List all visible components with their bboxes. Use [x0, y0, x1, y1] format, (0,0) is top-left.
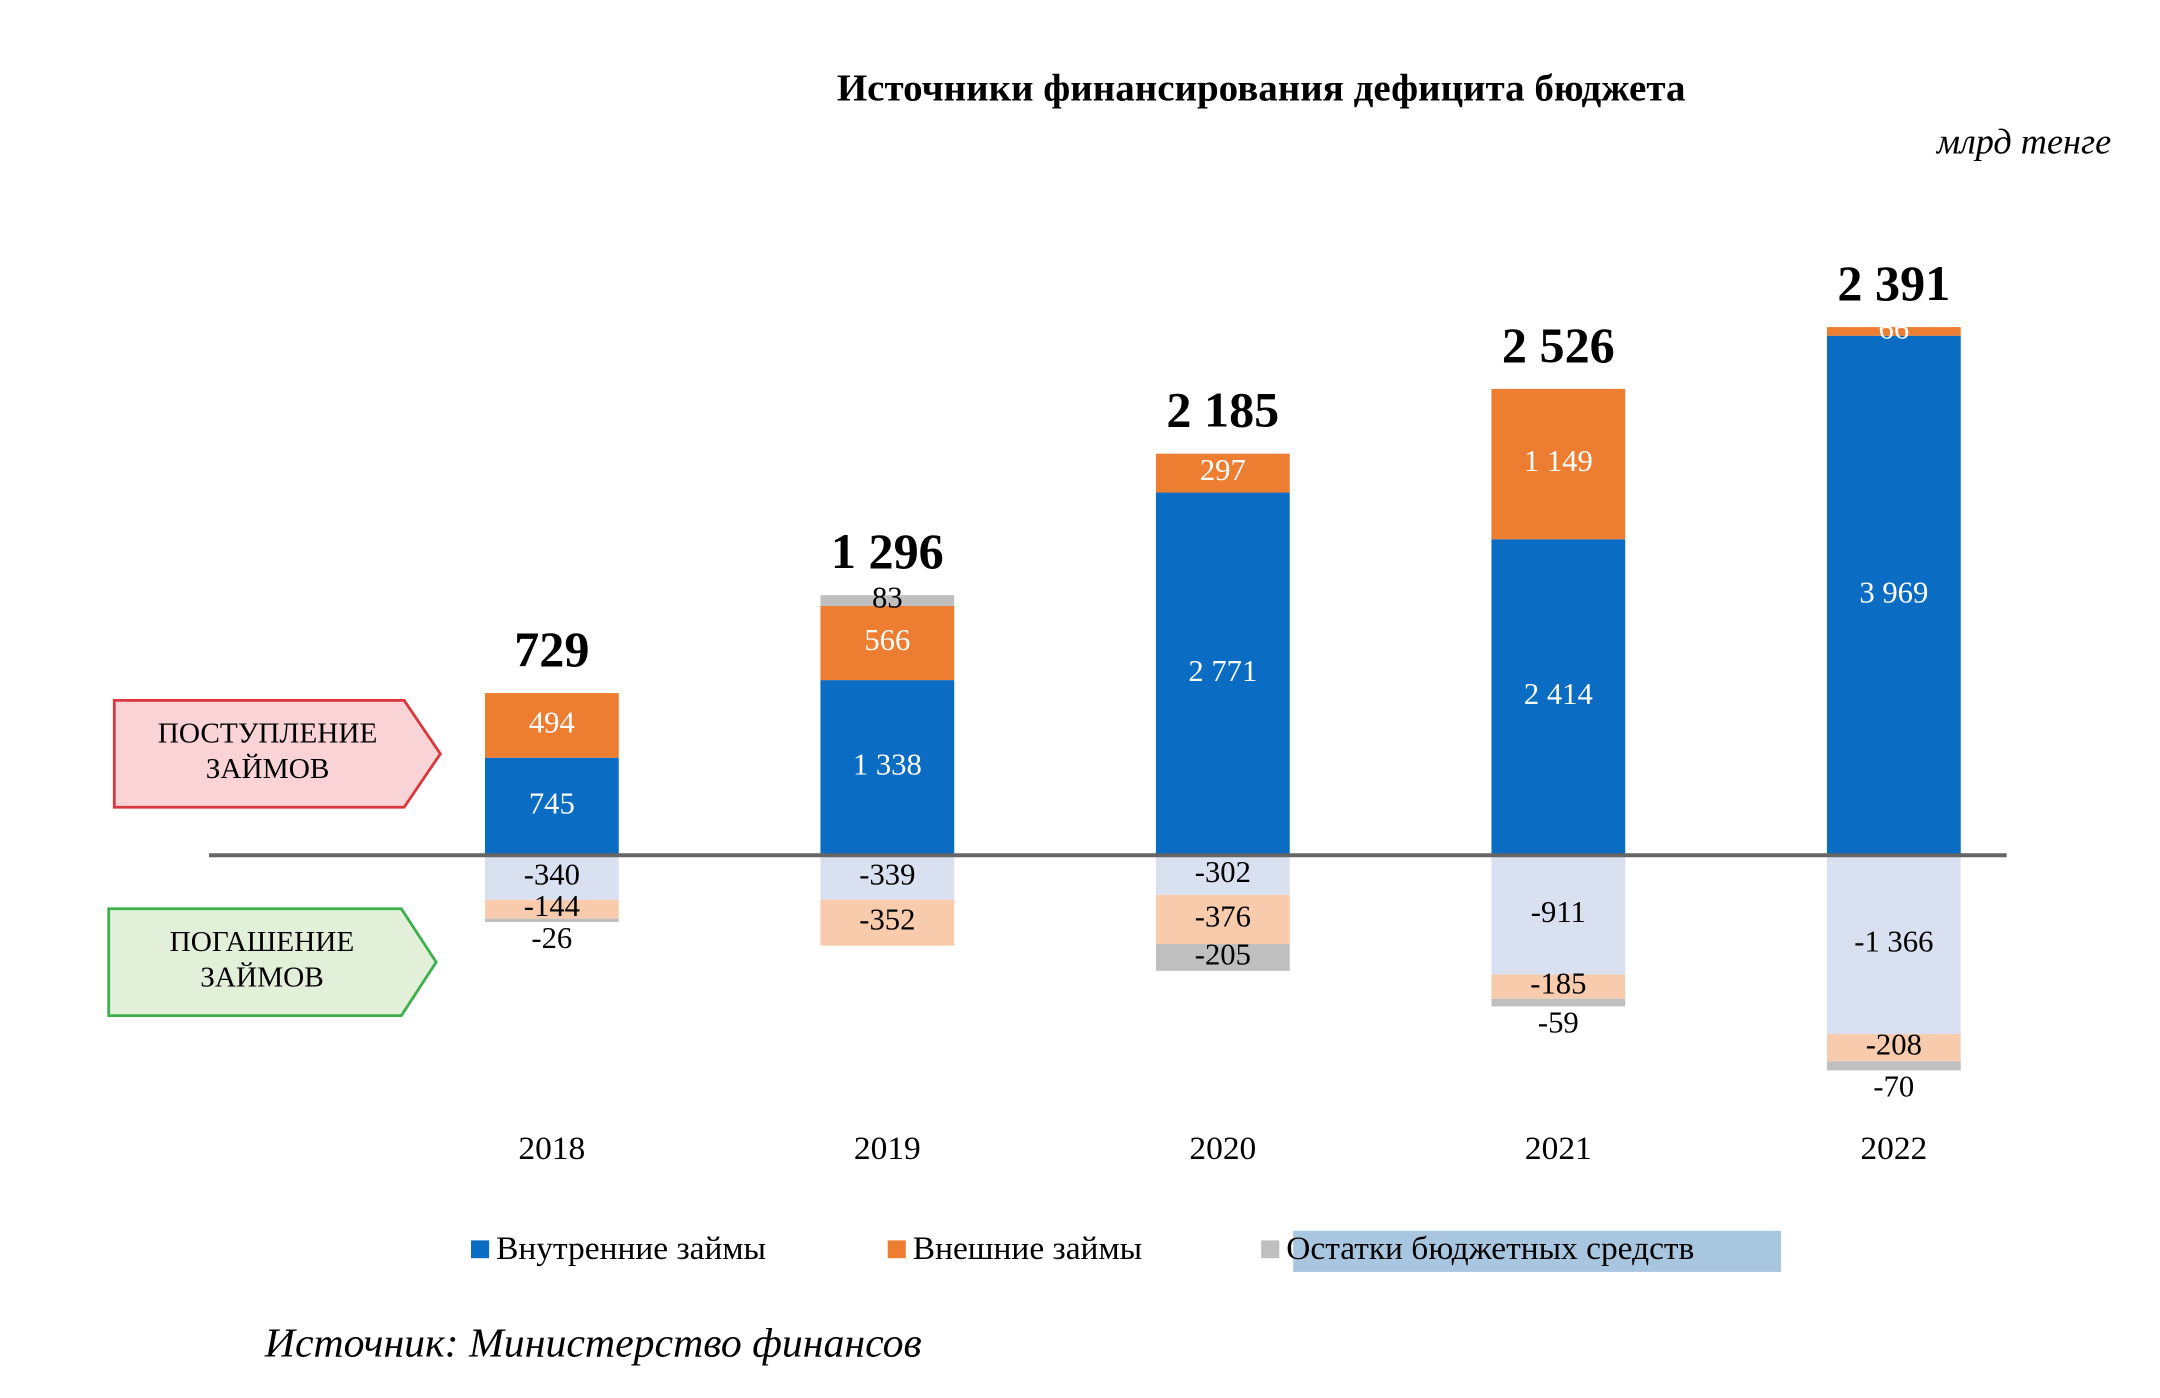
legend-label: Внутренние займы	[496, 1230, 766, 1267]
bar-segment	[1491, 539, 1626, 856]
repayment-segment	[484, 918, 619, 923]
data-label: -185	[1530, 967, 1586, 1001]
data-label: 66	[1879, 312, 1910, 346]
total-label: 2 526	[1502, 318, 1615, 373]
data-label: 566	[864, 623, 910, 657]
legend-swatch	[471, 1240, 490, 1259]
repayment-segment	[1155, 855, 1290, 895]
data-label: -208	[1866, 1028, 1922, 1062]
repayment-label: ЗАЙМОВ	[200, 962, 324, 994]
repayment-segment	[820, 855, 955, 900]
repayment-label: ПОГАШЕНИЕ	[170, 926, 355, 958]
repayment-segment	[1826, 855, 1961, 1035]
repayment-arrow	[107, 907, 438, 1017]
data-label: 3 969	[1859, 576, 1928, 610]
data-label: 2 771	[1188, 654, 1257, 688]
x-tick-label: 2021	[1525, 1130, 1592, 1167]
x-tick-label: 2020	[1189, 1130, 1256, 1167]
bar-segment	[820, 595, 955, 607]
repayment-segment	[1491, 855, 1626, 975]
legend-swatch	[1261, 1240, 1280, 1259]
legend-highlight	[1293, 1230, 1781, 1272]
bar-segment	[1491, 388, 1626, 540]
data-label: -1 366	[1854, 925, 1933, 959]
data-label: -205	[1195, 938, 1251, 972]
total-label: 2 391	[1837, 256, 1950, 311]
data-label: -352	[859, 903, 915, 937]
repayment-segment	[1491, 974, 1626, 999]
repayment-segment	[1155, 894, 1290, 944]
repayment-segment	[1826, 1034, 1961, 1062]
data-label: 297	[1200, 453, 1246, 487]
data-label: 494	[529, 706, 575, 740]
x-tick-label: 2018	[518, 1130, 585, 1167]
data-label: -144	[524, 889, 580, 923]
legend-label: Остатки бюджетных средств	[1286, 1230, 1694, 1267]
total-label: 729	[514, 622, 589, 677]
bar-segment	[1155, 492, 1290, 856]
repayment-segment	[484, 899, 619, 919]
repayment-segment	[820, 899, 955, 946]
unit-label: млрд тенге	[1935, 122, 2111, 162]
bar-segment	[484, 693, 619, 758]
data-label: -59	[1538, 1006, 1579, 1040]
data-label: -376	[1195, 900, 1251, 934]
inflow-label: ЗАЙМОВ	[206, 753, 330, 785]
bar-segment	[1826, 327, 1961, 336]
inflow-label: ПОСТУПЛЕНИЕ	[158, 718, 378, 750]
bar-segment	[1826, 335, 1961, 856]
repayment-segment	[484, 855, 619, 900]
data-label: -26	[531, 921, 572, 955]
legend-label: Внешние займы	[913, 1230, 1142, 1267]
data-label: 745	[529, 787, 575, 821]
data-label: 83	[872, 581, 903, 615]
source: Источник: Министерство финансов	[264, 1320, 922, 1366]
data-label: 1 149	[1524, 444, 1593, 478]
bar-segment	[820, 606, 955, 681]
data-label: -339	[859, 858, 915, 892]
bar-segment	[820, 680, 955, 856]
data-label: -340	[524, 858, 580, 892]
data-label: 1 338	[853, 748, 922, 782]
total-label: 2 185	[1166, 383, 1279, 438]
total-label: 1 296	[831, 524, 944, 579]
data-label: 2 414	[1524, 677, 1593, 711]
data-label: -911	[1531, 895, 1586, 929]
data-label: -70	[1873, 1070, 1914, 1104]
data-label: -302	[1195, 855, 1251, 889]
x-tick-label: 2019	[854, 1130, 921, 1167]
inflow-arrow	[112, 699, 443, 809]
bar-segment	[484, 757, 619, 856]
chart-title: Источники финансирования дефицита бюджет…	[837, 68, 1686, 110]
legend-swatch	[887, 1240, 906, 1259]
repayment-segment	[1491, 998, 1626, 1007]
bar-segment	[1155, 453, 1290, 493]
x-tick-label: 2022	[1860, 1130, 1927, 1167]
repayment-segment	[1155, 943, 1290, 971]
repayment-segment	[1826, 1061, 1961, 1071]
